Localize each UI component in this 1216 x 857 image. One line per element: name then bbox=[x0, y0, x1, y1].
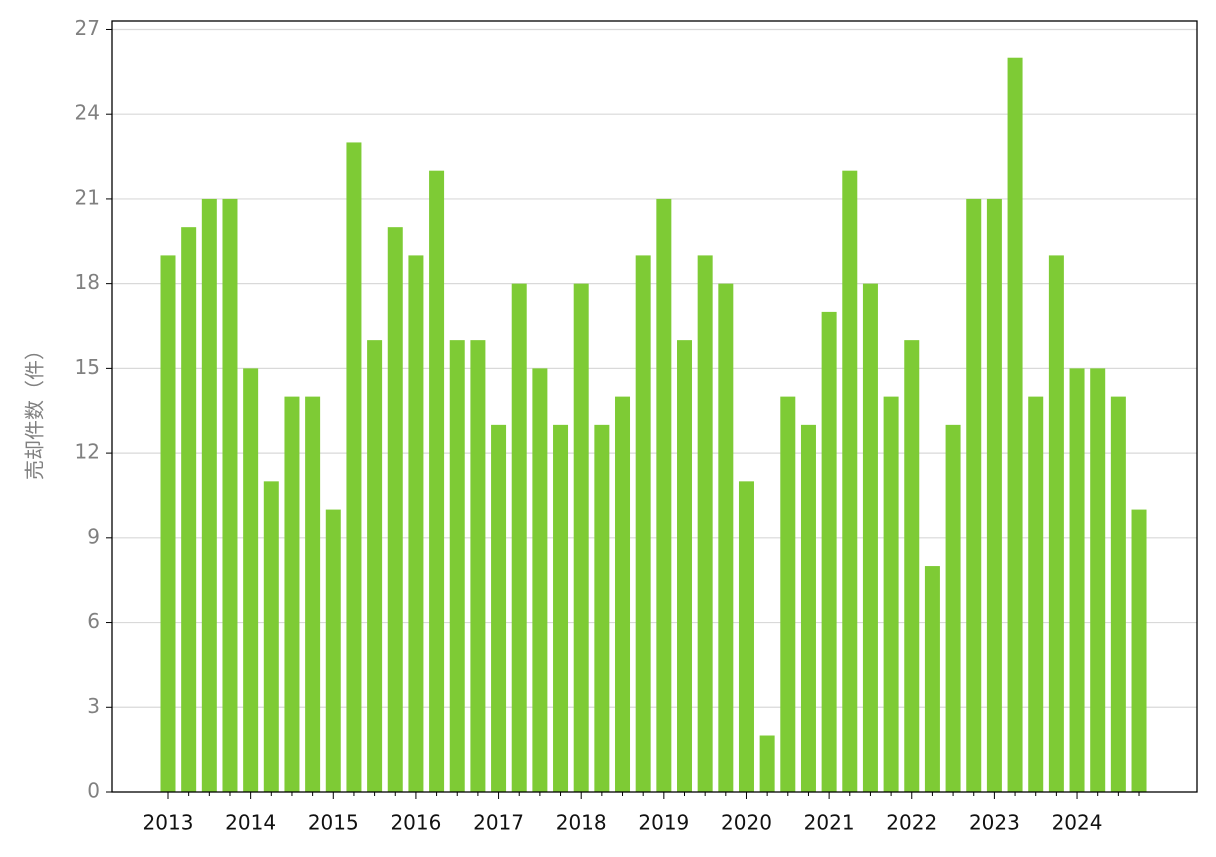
bar bbox=[904, 340, 920, 792]
bar bbox=[924, 566, 940, 792]
bar bbox=[449, 340, 465, 792]
bar bbox=[780, 396, 796, 792]
x-tick-label: 2014 bbox=[225, 811, 276, 835]
bar bbox=[821, 311, 837, 792]
y-tick-label: 15 bbox=[75, 355, 100, 379]
x-tick-label: 2013 bbox=[143, 811, 194, 835]
y-tick-label: 12 bbox=[75, 440, 100, 464]
bar bbox=[470, 340, 486, 792]
bar bbox=[718, 283, 734, 792]
bar bbox=[800, 424, 816, 792]
y-tick-label: 0 bbox=[87, 779, 100, 803]
bar bbox=[387, 227, 403, 792]
bar bbox=[862, 283, 878, 792]
bar bbox=[1048, 255, 1064, 792]
bar bbox=[1131, 509, 1147, 792]
bar bbox=[842, 170, 858, 792]
x-tick-label: 2017 bbox=[473, 811, 524, 835]
bar bbox=[429, 170, 445, 792]
x-tick-label: 2022 bbox=[886, 811, 937, 835]
plot-frame bbox=[111, 20, 1198, 793]
y-tick-label: 18 bbox=[75, 270, 100, 294]
y-tick-label: 27 bbox=[75, 16, 100, 40]
y-tick-label: 21 bbox=[75, 185, 100, 209]
bar bbox=[945, 424, 961, 792]
bar bbox=[553, 424, 569, 792]
bar bbox=[986, 198, 1002, 792]
y-axis-label: 売却件数（件） bbox=[23, 340, 47, 480]
bar bbox=[181, 227, 197, 792]
bar bbox=[677, 340, 692, 792]
x-tick-label: 2021 bbox=[804, 811, 855, 835]
bar bbox=[615, 396, 631, 792]
bar bbox=[491, 424, 507, 792]
x-tick-label: 2023 bbox=[969, 811, 1020, 835]
x-tick-label: 2015 bbox=[308, 811, 359, 835]
x-tick-label: 2019 bbox=[638, 811, 689, 835]
y-tick-label: 24 bbox=[75, 101, 100, 125]
x-tick-label: 2018 bbox=[556, 811, 607, 835]
y-tick-label: 9 bbox=[87, 524, 100, 548]
bar bbox=[325, 509, 341, 792]
bar bbox=[966, 198, 982, 792]
bar bbox=[263, 481, 279, 792]
bar bbox=[573, 283, 589, 792]
bar bbox=[408, 255, 424, 792]
bar bbox=[367, 340, 383, 792]
bar bbox=[1007, 57, 1023, 792]
bar bbox=[1069, 368, 1085, 792]
bar bbox=[1090, 368, 1106, 792]
bar bbox=[201, 198, 217, 792]
y-tick-label: 6 bbox=[87, 609, 100, 633]
bar bbox=[222, 198, 238, 792]
bar bbox=[759, 735, 775, 792]
bar bbox=[656, 198, 672, 792]
x-tick-label: 2024 bbox=[1052, 811, 1103, 835]
bar bbox=[635, 255, 651, 792]
bar bbox=[532, 368, 548, 792]
y-tick-label: 3 bbox=[87, 694, 100, 718]
bar bbox=[511, 283, 527, 792]
bar bbox=[697, 255, 713, 792]
x-tick-label: 2016 bbox=[390, 811, 441, 835]
bar bbox=[883, 396, 899, 792]
bar bbox=[346, 142, 362, 792]
bar bbox=[284, 396, 300, 792]
bar bbox=[594, 424, 610, 792]
bar bbox=[160, 255, 176, 792]
bar bbox=[1028, 396, 1044, 792]
x-tick-label: 2020 bbox=[721, 811, 772, 835]
bar bbox=[243, 368, 259, 792]
bar bbox=[305, 396, 321, 792]
bar bbox=[1110, 396, 1126, 792]
bar bbox=[738, 481, 754, 792]
